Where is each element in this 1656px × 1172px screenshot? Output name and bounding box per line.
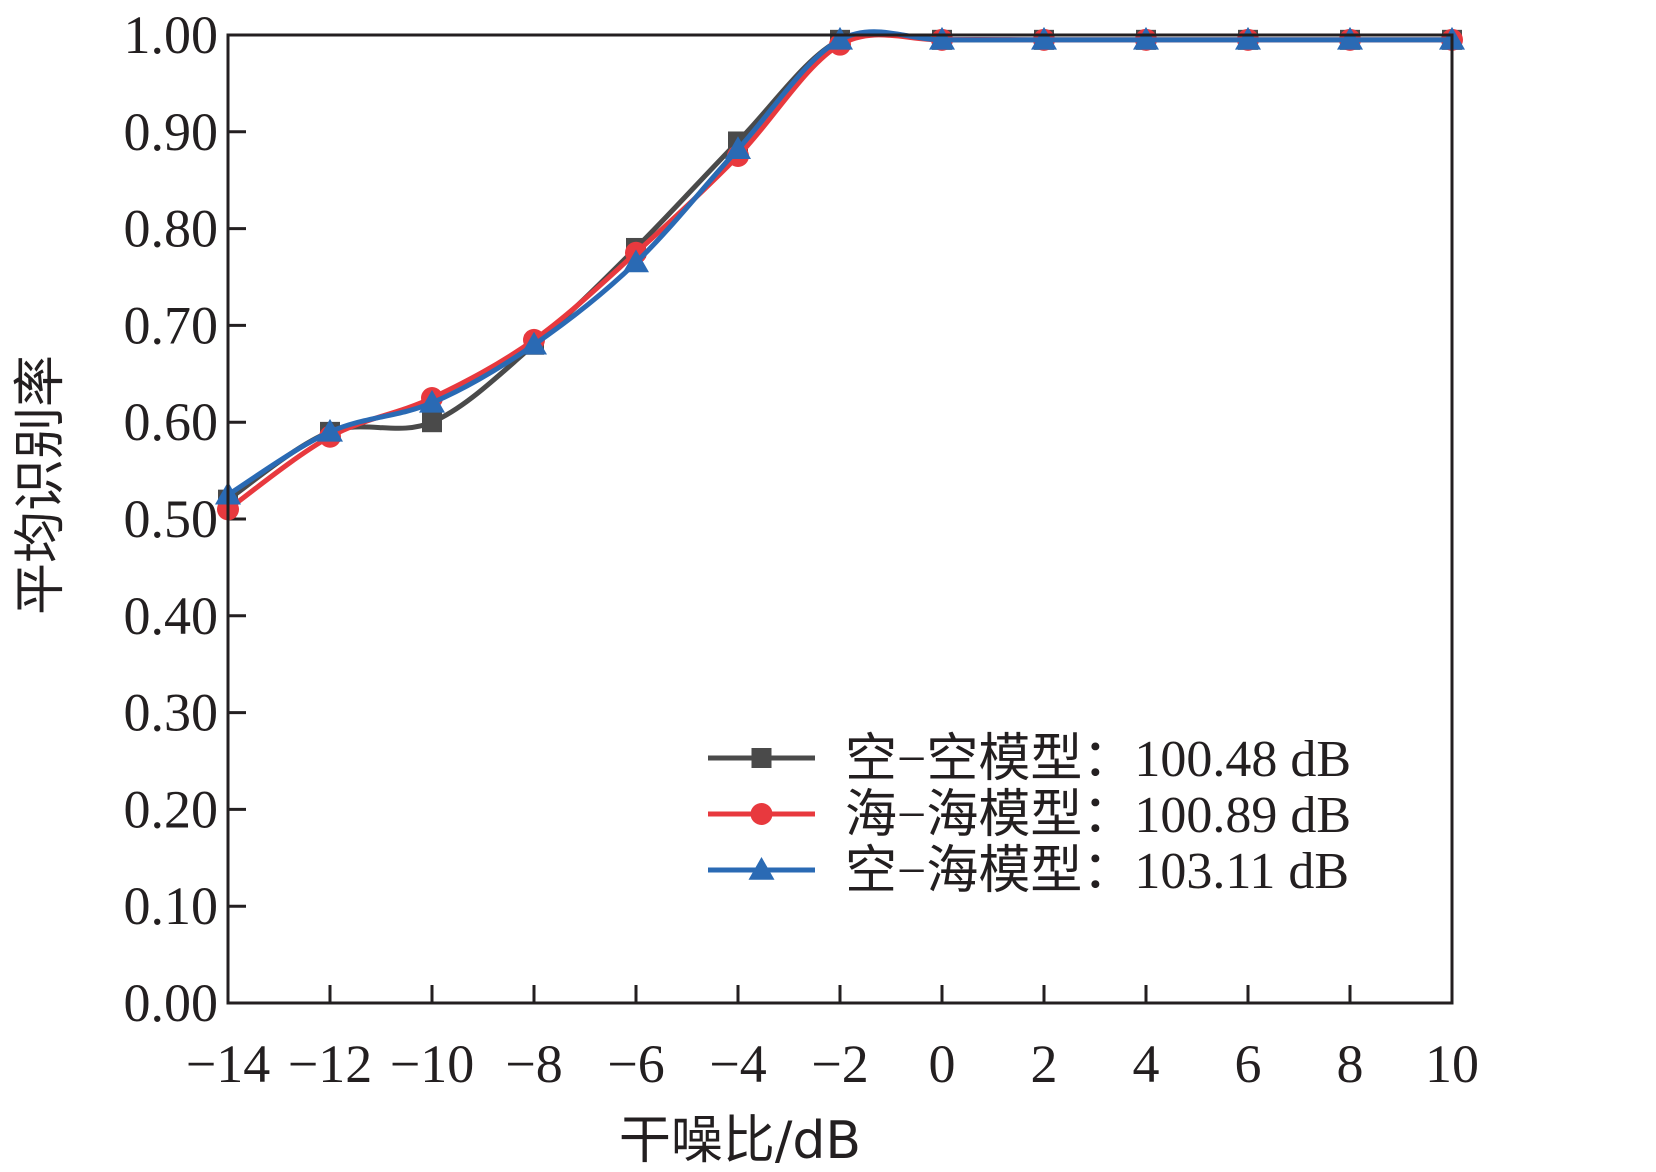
data-point-triangle [1235,26,1261,50]
data-point-triangle [725,136,751,159]
data-point-triangle [827,26,853,50]
y-tick-label: 0.60 [124,392,219,452]
legend-label: 空−空模型：100.48 dB [845,731,1351,788]
data-point-triangle [1133,26,1159,50]
y-tick-label: 0.90 [124,102,219,162]
y-axis-title: 平均识别率 [11,355,71,615]
x-tick-label: 6 [1235,1034,1262,1094]
legend-entry: 空−海模型：103.11 dB [708,843,1349,900]
y-tick-label: 0.30 [124,683,219,743]
series-circle [217,28,1463,521]
legend: 空−空模型：100.48 dB海−海模型：100.89 dB空−海模型：103.… [708,731,1351,900]
plot-series [215,26,1465,521]
x-tick-label: −14 [186,1034,270,1094]
x-tick-label: −4 [709,1034,766,1094]
plot-frame [226,33,1454,1005]
legend-label: 海−海模型：100.89 dB [845,787,1351,844]
data-point-triangle [317,418,343,442]
x-tick-label: 8 [1337,1034,1364,1094]
data-point-triangle [1031,26,1057,50]
data-point-square [751,748,772,768]
x-tick-label: 4 [1133,1034,1160,1094]
legend-label: 空−海模型：103.11 dB [845,843,1349,900]
y-tick-label: 0.00 [124,973,219,1033]
legend-entry: 空−空模型：100.48 dB [708,731,1351,788]
data-point-circle [750,803,773,825]
series-square [218,29,1462,510]
x-tick-label: −10 [390,1034,474,1094]
x-tick-label: −6 [607,1034,664,1094]
y-tick-label: 0.70 [124,295,219,355]
y-tick-label: 0.80 [124,199,219,259]
series-triangle [215,26,1465,505]
legend-entry: 海−海模型：100.89 dB [708,787,1351,844]
y-tick-label: 0.10 [124,876,219,936]
y-tick-label: 0.50 [124,489,219,549]
x-tick-label: −2 [811,1034,868,1094]
y-tick-label: 0.20 [124,779,219,839]
data-point-square [422,412,442,433]
data-point-triangle [623,249,649,273]
x-tick-label: 0 [929,1034,956,1094]
data-point-triangle [929,26,955,50]
y-axis: 0.00 0.10 0.20 0.30 0.40 0.50 0.60 0.70 0.80 0.90… [124,5,246,1033]
y-tick-label: 1.00 [124,5,219,65]
series-line [226,32,1452,512]
data-point-triangle [1337,26,1363,50]
x-tick-label: −12 [288,1034,372,1094]
x-axis-title: 干噪比/dB [619,1111,861,1171]
x-tick-label: 10 [1425,1034,1479,1094]
data-point-triangle [419,389,445,413]
data-point-triangle [748,857,775,880]
x-axis: −14 −12 −10 −8 −6 −4 −2 0 2 4 6 8 10 [186,985,1479,1094]
x-tick-label: −8 [505,1034,562,1094]
x-tick-label: 2 [1031,1034,1058,1094]
series-line [226,29,1452,502]
data-point-triangle [521,331,547,355]
y-tick-label: 0.40 [124,586,219,646]
